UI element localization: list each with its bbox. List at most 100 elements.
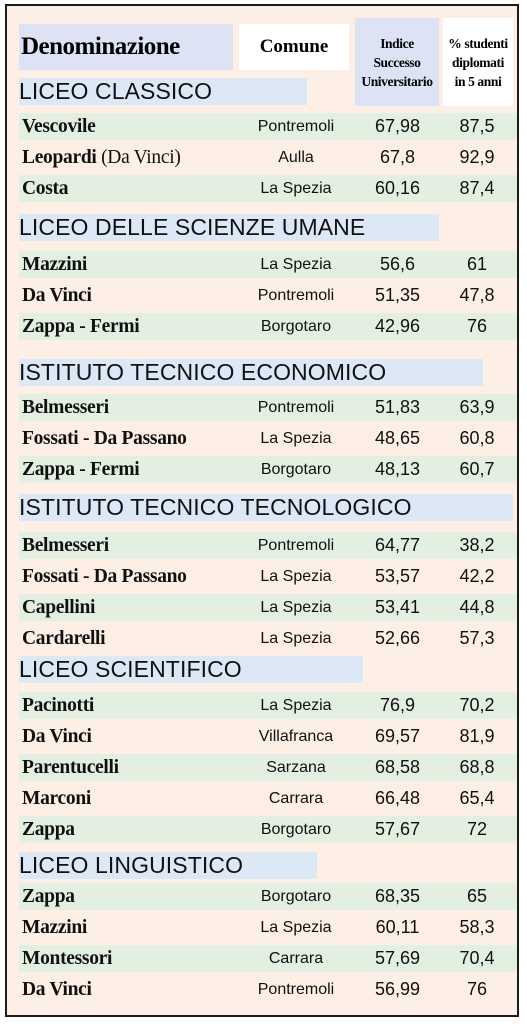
perc-cell: 76 <box>466 316 488 336</box>
school-name: Fossati - Da Passano <box>22 425 187 452</box>
table-row: Da Vinci Pontremoli 51,35 47,8 <box>19 282 517 309</box>
school-name-text: Fossati - Da Passano <box>22 428 187 449</box>
school-name-text: Cardarelli <box>22 628 106 649</box>
school-name: Leopardi (Da Vinci) <box>22 144 181 171</box>
school-name-text: Montessori <box>22 948 113 969</box>
comune-cell: La Spezia <box>260 919 332 936</box>
indice-cell: 57,67 <box>374 819 421 839</box>
comune-cell: Sarzana <box>266 759 326 776</box>
comune-cell: Aulla <box>278 149 314 166</box>
school-name-text: Zappa <box>22 819 75 840</box>
section-title: ISTITUTO TECNICO TECNOLOGICO <box>19 494 513 521</box>
indice-cell: 52,66 <box>374 628 421 648</box>
table-row: Da Vinci Villafranca 69,57 81,9 <box>19 723 517 750</box>
school-name: Pacinotti <box>22 692 94 719</box>
indice-cell: 67,8 <box>379 147 416 167</box>
header-indice-line: Universitario <box>361 73 433 89</box>
school-name-text: Da Vinci <box>22 726 92 747</box>
perc-cell: 76 <box>466 979 488 999</box>
perc-cell: 61 <box>466 254 488 274</box>
school-name: Da Vinci <box>22 282 92 309</box>
indice-cell: 42,96 <box>374 316 421 336</box>
school-name-note: (Da Vinci) <box>101 147 181 168</box>
school-name: Costa <box>22 175 68 202</box>
school-name-text: Marconi <box>22 788 92 809</box>
header-comune: Comune <box>239 24 349 70</box>
comune-cell: La Spezia <box>260 430 332 447</box>
indice-cell: 64,77 <box>374 535 421 555</box>
comune-cell: La Spezia <box>260 568 332 585</box>
section-title: ISTITUTO TECNICO ECONOMICO <box>19 359 483 386</box>
perc-cell: 60,8 <box>459 428 495 448</box>
comune-cell: Pontremoli <box>257 537 335 554</box>
school-name-text: Da Vinci <box>22 979 92 1000</box>
comune-cell: La Spezia <box>260 256 332 273</box>
school-name-text: Leopardi <box>22 147 97 168</box>
school-name-text: Zappa - Fermi <box>22 459 140 480</box>
perc-cell: 70,2 <box>459 695 495 715</box>
school-name: Zappa <box>22 816 75 843</box>
comune-cell: Carrara <box>268 790 324 807</box>
indice-cell: 51,35 <box>374 285 421 305</box>
indice-cell: 51,83 <box>374 397 421 417</box>
header-indice-line: Indice <box>380 35 414 51</box>
school-name: Capellini <box>22 594 95 621</box>
perc-cell: 60,7 <box>459 459 495 479</box>
table-row: Zappa - Fermi Borgotaro 42,96 76 <box>19 313 517 340</box>
table-row: Pacinotti La Spezia 76,9 70,2 <box>19 692 517 719</box>
table-row: Vescovile Pontremoli 67,98 87,5 <box>19 113 517 140</box>
school-name-text: Belmesseri <box>22 397 109 418</box>
table-row: Zappa Borgotaro 57,67 72 <box>19 816 517 843</box>
table-row: Fossati - Da Passano La Spezia 48,65 60,8 <box>19 425 517 452</box>
indice-cell: 66,48 <box>374 788 421 808</box>
school-name: Vescovile <box>22 113 96 140</box>
header-denominazione: Denominazione <box>19 24 233 70</box>
table-row: Cardarelli La Spezia 52,66 57,3 <box>19 625 517 652</box>
table-row: Zappa Borgotaro 68,35 65 <box>19 883 517 910</box>
table-row: Da Vinci Pontremoli 56,99 76 <box>19 976 517 1003</box>
comune-cell: La Spezia <box>260 697 332 714</box>
indice-cell: 53,41 <box>374 597 421 617</box>
school-name: Zappa <box>22 883 75 910</box>
perc-cell: 63,9 <box>459 397 495 417</box>
header-indice-line: Successo <box>373 54 421 70</box>
perc-cell: 87,4 <box>459 178 495 198</box>
table-row: Capellini La Spezia 53,41 44,8 <box>19 594 517 621</box>
indice-cell: 56,6 <box>379 254 416 274</box>
comune-cell: Villafranca <box>258 728 334 745</box>
comune-cell: Borgotaro <box>260 888 332 905</box>
table-row: Parentucelli Sarzana 68,58 68,8 <box>19 754 517 781</box>
comune-cell: Pontremoli <box>257 287 335 304</box>
comune-cell: La Spezia <box>260 599 332 616</box>
school-name: Zappa - Fermi <box>22 456 140 483</box>
school-name-text: Pacinotti <box>22 695 95 716</box>
perc-cell: 42,2 <box>459 566 495 586</box>
comune-cell: Borgotaro <box>260 318 332 335</box>
perc-cell: 72 <box>466 819 488 839</box>
indice-cell: 69,57 <box>374 726 421 746</box>
school-name-text: Parentucelli <box>22 757 119 778</box>
comune-cell: Borgotaro <box>260 461 332 478</box>
section-title: LICEO DELLE SCIENZE UMANE <box>19 214 439 241</box>
indice-cell: 60,16 <box>374 178 421 198</box>
header-perc-line: diplomati <box>452 54 504 70</box>
school-name-text: Mazzini <box>22 254 88 275</box>
table-row: Mazzini La Spezia 56,6 61 <box>19 251 517 278</box>
school-name: Fossati - Da Passano <box>22 563 187 590</box>
table-row: Marconi Carrara 66,48 65,4 <box>19 785 517 812</box>
school-name: Mazzini <box>22 251 87 278</box>
school-name-text: Mazzini <box>22 917 88 938</box>
school-name: Da Vinci <box>22 976 92 1003</box>
section-title: LICEO LINGUISTICO <box>19 852 317 879</box>
school-name-text: Da Vinci <box>22 285 92 306</box>
comune-cell: La Spezia <box>260 180 332 197</box>
indice-cell: 68,35 <box>374 886 421 906</box>
indice-cell: 56,99 <box>374 979 421 999</box>
perc-cell: 92,9 <box>459 147 495 167</box>
indice-cell: 57,69 <box>374 948 421 968</box>
perc-cell: 68,8 <box>459 757 495 777</box>
indice-cell: 48,65 <box>374 428 421 448</box>
school-name: Mazzini <box>22 914 87 941</box>
table-row: Montessori Carrara 57,69 70,4 <box>19 945 517 972</box>
school-name-text: Belmesseri <box>22 535 109 556</box>
